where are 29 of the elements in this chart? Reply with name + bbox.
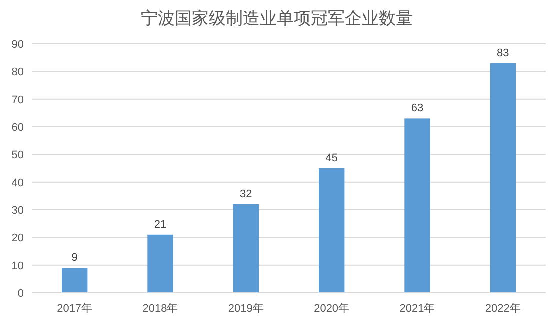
- y-tick-label: 40: [12, 177, 24, 190]
- y-tick-label: 20: [12, 232, 24, 245]
- y-tick-label: 0: [18, 288, 24, 300]
- bar: [148, 234, 174, 293]
- y-tick-label: 90: [12, 39, 24, 51]
- data-label: 32: [240, 188, 252, 200]
- data-label: 21: [154, 218, 167, 231]
- bar: [404, 118, 430, 293]
- x-tick-label: 2017年: [57, 303, 93, 315]
- bar: [233, 204, 260, 293]
- x-tick-label: 2020年: [314, 303, 350, 315]
- bar: [62, 268, 88, 293]
- x-tick-label: 2022年: [485, 303, 521, 315]
- y-tick-label: 60: [12, 122, 24, 134]
- chart-title: 宁波国家级制造业单项冠军企业数量: [141, 9, 413, 28]
- x-tick-label: 2019年: [228, 303, 264, 315]
- data-label: 9: [72, 252, 78, 264]
- y-tick-label: 50: [12, 150, 24, 162]
- y-tick-label: 30: [12, 205, 24, 217]
- bar: [318, 168, 345, 293]
- bar: [490, 63, 516, 293]
- data-label: 63: [411, 102, 424, 115]
- y-tick-label: 10: [12, 260, 24, 272]
- data-label: 45: [326, 152, 338, 164]
- y-tick-label: 80: [12, 66, 24, 79]
- y-tick-label: 70: [12, 94, 24, 106]
- x-tick-label: 2021年: [400, 303, 436, 315]
- data-label: 83: [497, 47, 510, 60]
- x-tick-label: 2018年: [142, 303, 178, 315]
